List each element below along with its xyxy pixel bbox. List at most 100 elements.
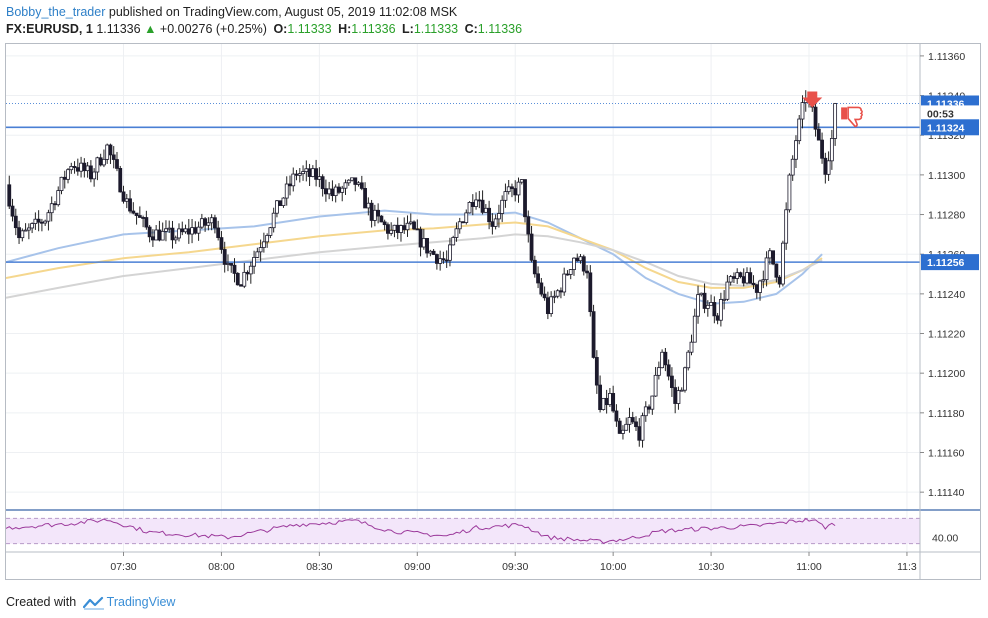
up-arrow-icon: ▲ — [144, 22, 157, 36]
candle-body-down — [748, 272, 753, 284]
candle-body-down — [307, 168, 312, 177]
candle-body-down — [771, 250, 776, 265]
candle-body-up — [686, 351, 691, 369]
tradingview-brand-link[interactable]: TradingView — [106, 595, 176, 609]
tradingview-logo-icon — [82, 596, 104, 610]
chart-frame[interactable]: 1.113601.113401.113201.113001.112801.112… — [5, 43, 981, 580]
candle-body-up — [497, 213, 501, 220]
candle-body-down — [751, 282, 756, 286]
candle-body-up — [291, 173, 296, 187]
candle-body-down — [647, 406, 651, 410]
candle-body-down — [823, 157, 828, 175]
candle-body-down — [232, 264, 237, 274]
candle-body-up — [350, 177, 354, 181]
candle-body-up — [568, 269, 573, 275]
candle-body-up — [826, 160, 831, 175]
author-link[interactable]: Bobby_the_trader — [6, 5, 106, 19]
high-label: H: — [338, 22, 352, 36]
candle-body-up — [438, 258, 443, 264]
candle-body-down — [72, 166, 77, 169]
candle-body-up — [506, 186, 511, 193]
candle-body-down — [150, 236, 155, 241]
candle-body-down — [193, 227, 198, 234]
rsi-level-label: 40.00 — [932, 532, 958, 544]
candle-body-up — [258, 247, 263, 253]
candle-body-up — [167, 227, 172, 230]
candle-body-down — [741, 276, 746, 284]
candle-body-up — [284, 183, 289, 199]
candle-body-up — [699, 292, 704, 296]
price-axis-label: 1.11140 — [928, 487, 965, 499]
candle-body-down — [594, 357, 599, 386]
candle-body-down — [425, 238, 429, 254]
thumbs-down-cuff — [841, 107, 848, 120]
candle-body-down — [213, 217, 217, 229]
candle-body-up — [621, 429, 625, 434]
candle-body-down — [395, 224, 400, 233]
candle-body-down — [323, 188, 328, 195]
candle-body-down — [222, 249, 227, 265]
candle-body-up — [683, 367, 687, 391]
candle-body-up — [346, 179, 351, 184]
candle-body-up — [833, 103, 838, 139]
candle-body-down — [229, 263, 234, 266]
candle-body-down — [513, 188, 518, 196]
candle-body-up — [92, 171, 97, 180]
candle-body-up — [265, 235, 270, 243]
candle-body-up — [474, 199, 478, 207]
candle-body-up — [624, 423, 629, 431]
candle-body-down — [510, 186, 514, 189]
rsi-band — [6, 518, 920, 544]
candle-body-up — [66, 169, 70, 180]
candle-body-up — [160, 230, 165, 241]
candle-body-up — [696, 294, 700, 317]
candle-body-down — [490, 221, 495, 227]
candle-body-down — [53, 203, 57, 206]
candle-body-up — [735, 272, 740, 279]
symbol-label[interactable]: FX:EURUSD, 1 — [6, 22, 93, 36]
time-axis-label: 08:00 — [208, 561, 234, 573]
candle-body-up — [800, 102, 805, 120]
candle-body-down — [565, 273, 570, 276]
candle-body-down — [121, 191, 126, 202]
candle-body-down — [614, 410, 619, 422]
candle-body-down — [147, 226, 152, 238]
symbol-line: FX:EURUSD, 1 1.11336 ▲ +0.00276 (+0.25%)… — [6, 21, 966, 38]
candle-body-down — [617, 420, 622, 434]
candle-body-up — [467, 202, 472, 214]
candle-body-up — [340, 187, 345, 193]
thumbs-down-icon — [841, 106, 863, 128]
candle-body-down — [10, 205, 15, 217]
price-axis-label: 1.11200 — [928, 368, 965, 380]
candle-body-up — [464, 212, 469, 223]
candle-body-down — [320, 176, 325, 190]
candle-body-up — [758, 280, 762, 293]
close-label: C: — [464, 22, 478, 36]
candle-body-down — [7, 184, 12, 207]
high-value: 1.11336 — [351, 22, 396, 36]
candle-body-up — [20, 230, 25, 239]
candle-body-up — [389, 229, 394, 234]
candle-body-up — [49, 203, 54, 214]
candle-body-up — [578, 256, 583, 262]
grid-lines — [6, 44, 920, 552]
candle-body-up — [199, 218, 204, 228]
candle-body-up — [271, 212, 276, 229]
candle-body-down — [111, 154, 116, 160]
candle-body-up — [552, 295, 557, 298]
candle-body-up — [327, 188, 332, 195]
price-label-text: 1.11324 — [927, 122, 965, 134]
candle-body-down — [288, 183, 292, 187]
candle-body-down — [630, 417, 635, 423]
candles — [7, 90, 838, 448]
candle-body-down — [559, 290, 563, 293]
candle-body-down — [480, 199, 485, 213]
price-chart[interactable]: 1.113601.113401.113201.113001.112801.112… — [6, 44, 980, 579]
candle-body-up — [728, 276, 733, 283]
candle-body-up — [503, 191, 508, 201]
footer: Created with TradingView — [6, 593, 175, 611]
candle-body-down — [715, 315, 720, 321]
moving-average-gray — [6, 233, 823, 299]
candle-body-up — [95, 157, 100, 173]
candle-body-down — [774, 263, 779, 278]
